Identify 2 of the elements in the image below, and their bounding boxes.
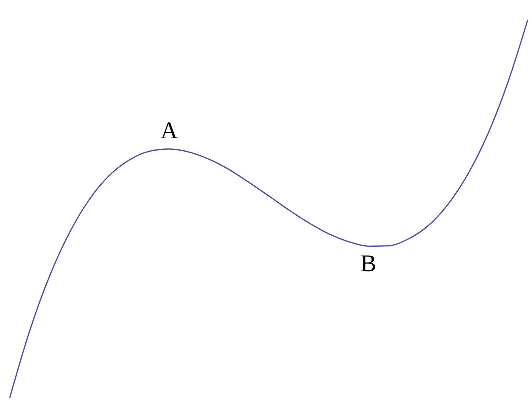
annotation: A [160, 118, 179, 144]
annotation: B [360, 251, 377, 278]
